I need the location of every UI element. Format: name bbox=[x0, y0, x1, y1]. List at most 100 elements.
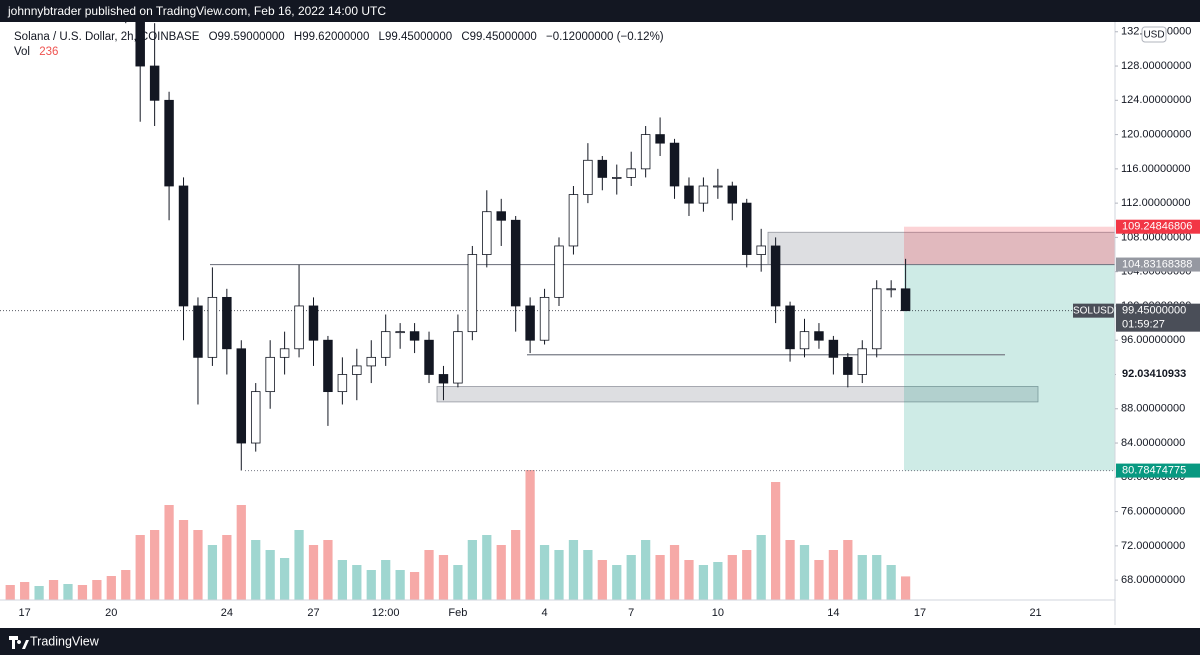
volume-bar bbox=[453, 565, 463, 600]
volume-bar bbox=[352, 565, 362, 600]
y-tick-label: 112.00000000 bbox=[1121, 197, 1191, 209]
candle-body bbox=[294, 305, 304, 350]
zone bbox=[767, 231, 1115, 265]
volume-bar bbox=[482, 535, 492, 600]
candle-body bbox=[135, 22, 145, 67]
volume-bar bbox=[294, 530, 304, 600]
volume-bar bbox=[626, 555, 636, 600]
currency-button[interactable] bbox=[1141, 26, 1167, 43]
volume-bar bbox=[525, 470, 535, 600]
volume-bar bbox=[568, 540, 579, 600]
candle-body bbox=[814, 331, 824, 341]
symbol-bg bbox=[1073, 303, 1114, 318]
candle-body bbox=[871, 288, 882, 350]
volume-bar bbox=[727, 555, 737, 600]
volume-label: Vol bbox=[14, 46, 30, 58]
volume-legend: Vol 236 bbox=[14, 46, 58, 58]
candle-body bbox=[785, 305, 795, 350]
candle-body bbox=[554, 245, 564, 298]
marker-bg bbox=[1116, 367, 1200, 382]
y-tick-label: 76.00000000 bbox=[1121, 505, 1185, 517]
volume-bar bbox=[48, 580, 59, 600]
candle-body bbox=[496, 211, 506, 221]
header-text: johnnybtrader published on TradingView.c… bbox=[7, 4, 386, 18]
volume-bar bbox=[222, 535, 232, 600]
volume-bar bbox=[438, 555, 449, 600]
volume-bar bbox=[106, 576, 116, 600]
candle-body bbox=[236, 348, 247, 444]
candle-body bbox=[380, 331, 391, 358]
target-zone bbox=[904, 264, 1115, 471]
volume-bar bbox=[121, 570, 131, 600]
footer-bar bbox=[0, 628, 1200, 655]
volume-bar bbox=[886, 565, 896, 600]
stop-zone bbox=[904, 226, 1115, 265]
candle-body bbox=[395, 331, 405, 334]
volume-bar bbox=[539, 545, 550, 600]
zone bbox=[436, 386, 1039, 403]
volume-bar bbox=[395, 570, 405, 600]
candle-body bbox=[164, 99, 174, 187]
volume-value: 236 bbox=[39, 46, 58, 58]
candle-body bbox=[626, 168, 636, 178]
volume-bar bbox=[684, 560, 694, 600]
candle-body bbox=[583, 159, 593, 195]
volume-bar bbox=[20, 582, 30, 600]
entry-price-label-bg bbox=[1116, 257, 1200, 272]
volume-bar bbox=[323, 540, 333, 600]
y-tick-label: 128.00000000 bbox=[1121, 60, 1191, 72]
x-tick-label: 4 bbox=[541, 607, 547, 619]
legend-title: Solana / U.S. Dollar, 2h, COINBASE bbox=[14, 31, 200, 43]
x-tick-label: 17 bbox=[19, 607, 31, 619]
candle-body bbox=[193, 305, 203, 358]
x-tick-label: Feb bbox=[448, 607, 467, 619]
currency-label[interactable]: USD bbox=[1143, 30, 1164, 41]
volume-bar bbox=[843, 540, 853, 600]
x-tick-label: 12:00 bbox=[372, 607, 400, 619]
current-price-label: 99.45000000 bbox=[1122, 305, 1186, 317]
candle-body bbox=[438, 374, 449, 384]
volume-bar bbox=[583, 550, 593, 600]
x-tick-label: 17 bbox=[914, 607, 926, 619]
candle-body bbox=[669, 142, 680, 187]
stop-price-label: 109.24846806 bbox=[1122, 221, 1192, 233]
candle-body bbox=[337, 374, 348, 393]
candle-body bbox=[308, 305, 319, 341]
volume-bar bbox=[467, 540, 477, 600]
y-tick-label: 108.00000000 bbox=[1121, 231, 1191, 243]
candle-body bbox=[886, 288, 896, 291]
volume-bar bbox=[756, 535, 766, 600]
volume-bar bbox=[279, 558, 290, 600]
volume-bar bbox=[337, 560, 347, 600]
x-tick-label: 27 bbox=[307, 607, 319, 619]
candle-body bbox=[568, 194, 579, 247]
candle-body bbox=[828, 339, 839, 358]
legend-change: −0.12000000 (−0.12%) bbox=[546, 31, 664, 43]
candle-body bbox=[482, 211, 492, 255]
volume-bar bbox=[655, 555, 665, 600]
legend-key: O bbox=[209, 31, 218, 43]
candle-body bbox=[323, 339, 333, 393]
candle-body bbox=[510, 219, 521, 307]
footer-text: TradingView bbox=[30, 634, 100, 648]
volume-bar bbox=[409, 572, 420, 600]
y-tick-label: 116.00000000 bbox=[1121, 163, 1191, 175]
volume-bar bbox=[872, 555, 882, 600]
volume-bar bbox=[381, 560, 391, 600]
y-tick-label: 120.00000000 bbox=[1121, 128, 1191, 140]
candle-body bbox=[279, 348, 290, 358]
candle-body bbox=[366, 356, 376, 367]
candle-body bbox=[539, 296, 550, 341]
candle-body bbox=[597, 159, 608, 178]
volume-bar bbox=[828, 550, 839, 600]
volume-bar bbox=[77, 585, 88, 600]
volume-bar bbox=[496, 545, 506, 600]
ohlc-legend: Solana / U.S. Dollar, 2h, COINBASE O99.5… bbox=[14, 31, 664, 43]
legend-value: 99.45000000 bbox=[385, 31, 452, 43]
candle-body bbox=[655, 134, 665, 144]
volume-bar bbox=[193, 530, 203, 600]
candle-body bbox=[525, 305, 535, 341]
candle-body bbox=[409, 331, 420, 341]
